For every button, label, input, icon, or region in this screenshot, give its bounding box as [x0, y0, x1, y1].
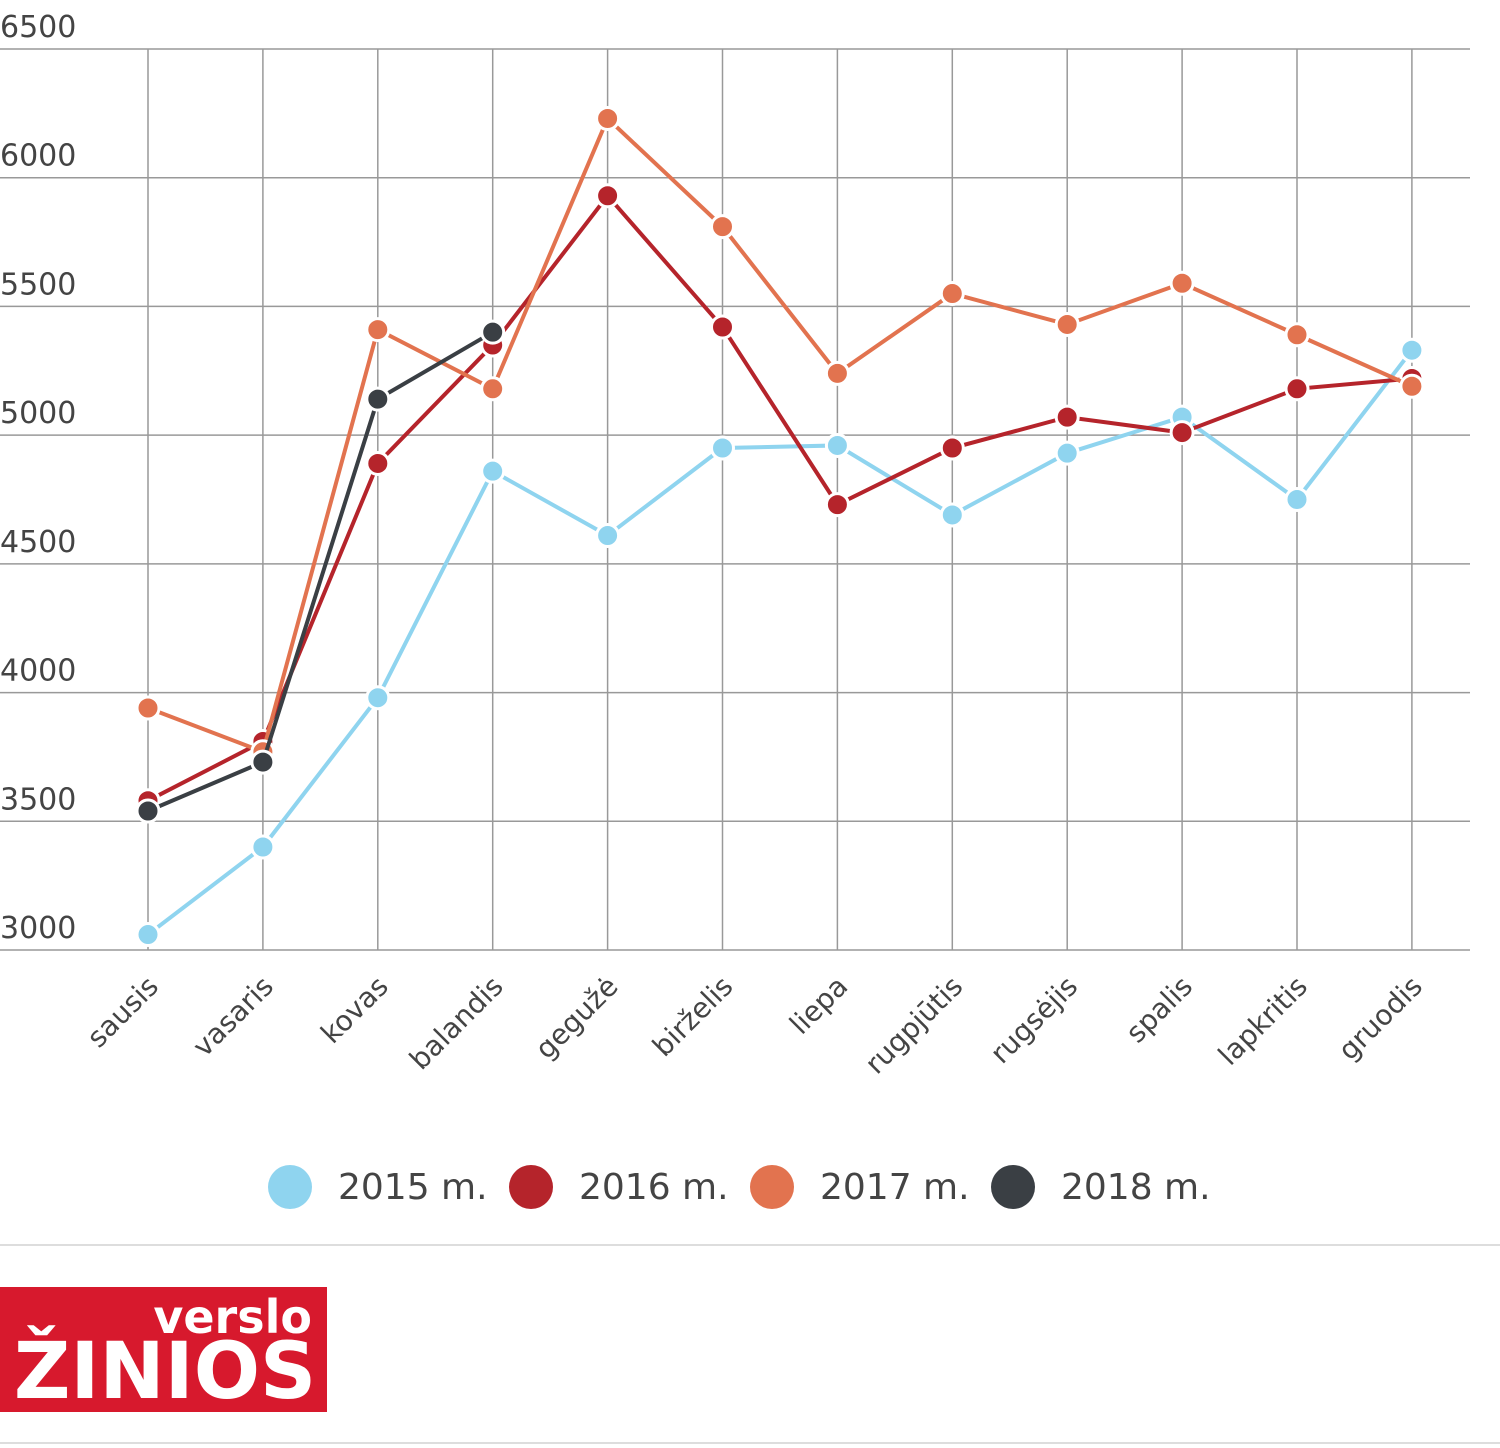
marker — [595, 106, 621, 132]
x-tick-label: balandis — [403, 970, 510, 1077]
marker — [939, 435, 965, 461]
marker — [250, 834, 276, 860]
marker — [939, 502, 965, 528]
y-tick-label: 3500 — [0, 782, 76, 817]
y-tick-label: 3000 — [0, 911, 76, 946]
x-tick-label: gruodis — [1332, 970, 1429, 1067]
marker — [710, 314, 735, 340]
marker — [480, 376, 506, 402]
marker — [365, 317, 391, 343]
x-tick-label: sausis — [80, 970, 164, 1054]
marker — [1284, 376, 1310, 402]
marker — [1399, 337, 1425, 363]
logo-text: ŽINIOS — [14, 1325, 316, 1417]
x-tick-label: liepa — [783, 970, 854, 1041]
legend-swatch — [750, 1165, 794, 1209]
marker — [824, 492, 850, 518]
series-line — [146, 348, 1414, 937]
y-tick-label: 6500 — [0, 10, 76, 45]
series-line — [147, 192, 1413, 803]
series-line — [147, 330, 494, 813]
x-tick-label: kovas — [314, 970, 394, 1050]
x-tick-label: gegužė — [529, 970, 625, 1066]
x-tick-label: rugsėjis — [984, 970, 1084, 1070]
x-tick-label: rugpjūtis — [858, 970, 969, 1081]
series-line — [147, 115, 1413, 755]
marker — [710, 435, 735, 461]
marker — [480, 319, 506, 345]
marker — [1399, 373, 1425, 399]
marker — [710, 214, 735, 240]
legend-swatch — [991, 1165, 1035, 1209]
marker — [365, 685, 391, 711]
y-tick-label: 4500 — [0, 525, 76, 560]
y-tick-label: 6000 — [0, 139, 76, 174]
marker — [595, 523, 621, 549]
marker — [1054, 404, 1080, 430]
y-tick-label: 5000 — [0, 396, 76, 431]
marker — [1169, 270, 1195, 296]
marker — [135, 798, 161, 824]
marker — [824, 432, 850, 458]
legend-label: 2016 m. — [579, 1167, 729, 1208]
legend-swatch — [509, 1165, 553, 1209]
legend-label: 2017 m. — [820, 1167, 970, 1208]
logo-text: verslo — [153, 1290, 312, 1344]
x-tick-label: spalis — [1119, 970, 1199, 1050]
marker — [135, 922, 161, 948]
marker — [1284, 322, 1310, 348]
x-tick-label: vasaris — [186, 970, 280, 1064]
y-tick-label: 4000 — [0, 654, 76, 689]
marker — [135, 695, 161, 721]
marker — [824, 360, 850, 386]
legend-label: 2015 m. — [338, 1167, 488, 1208]
marker — [365, 386, 391, 412]
marker — [480, 458, 506, 484]
x-tick-label: birželis — [646, 970, 739, 1063]
marker — [1284, 487, 1310, 512]
marker — [1169, 420, 1195, 446]
legend-label: 2018 m. — [1061, 1167, 1211, 1208]
marker — [1054, 440, 1080, 466]
marker — [365, 450, 391, 476]
x-tick-label: lapkritis — [1212, 970, 1314, 1072]
marker — [250, 749, 276, 775]
marker — [1054, 311, 1080, 337]
legend-swatch — [268, 1165, 312, 1209]
marker — [939, 281, 965, 307]
logo — [0, 1287, 327, 1412]
y-tick-label: 5500 — [0, 267, 76, 302]
marker — [595, 183, 621, 209]
